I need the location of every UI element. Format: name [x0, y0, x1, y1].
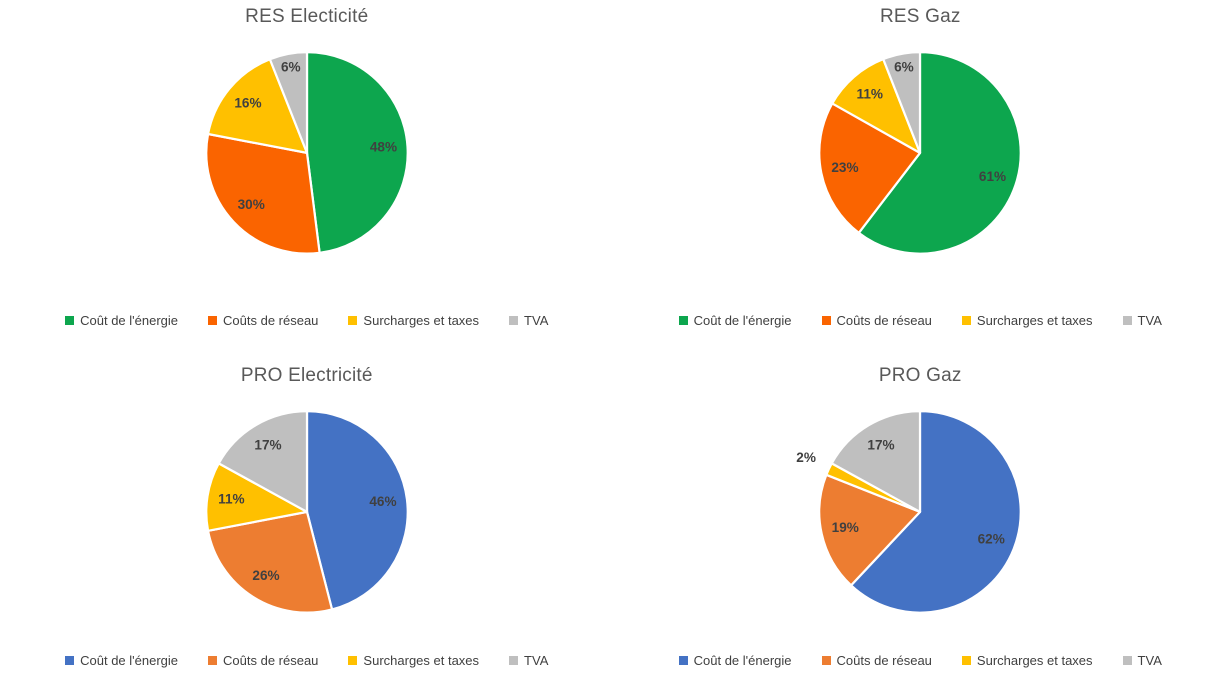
legend-label: Surcharges et taxes — [363, 653, 480, 668]
pie-slice-cout-de-l-energie — [857, 51, 1023, 255]
chart-res-electricite: RES Electicité 48% 30% 16% 6% Coût de l'éne… — [0, 0, 614, 341]
chart-legend: Coût de l'énergie Coûts de réseau Surcharg… — [65, 313, 548, 328]
data-label-couts-de-reseau: 23% — [832, 160, 859, 175]
data-label-cout-de-l-energie: 48% — [370, 140, 397, 155]
chart-title: RES Gaz — [879, 6, 961, 27]
data-label-tva: 6% — [281, 59, 301, 74]
legend-label: Surcharges et taxes — [363, 312, 480, 328]
chart-legend: Coût de l'énergie Coûts de réseau Surcharg… — [678, 653, 1162, 668]
pie-slice-cout-de-l-energie — [305, 409, 409, 611]
legend-swatch-cout-de-l-energie — [678, 315, 688, 325]
legend-swatch-surcharges-et-taxes — [348, 315, 358, 325]
legend-item-tva: TVA — [1122, 312, 1162, 328]
legend-swatch-surcharges-et-taxes — [961, 656, 971, 665]
data-label-couts-de-reseau: 30% — [237, 197, 264, 212]
chart-legend: Coût de l'énergie Coûts de réseau Surcharg… — [678, 312, 1162, 328]
legend-item-surcharges-et-taxes: Surcharges et taxes — [348, 653, 479, 668]
legend-swatch-tva — [1122, 656, 1132, 665]
pie-slice-surcharges-et-taxes — [831, 57, 922, 155]
legend-item-tva: TVA — [509, 653, 548, 668]
pie-slice-couts-de-reseau — [204, 132, 321, 255]
chart-pro-electricite: PRO Electricité 46% 26% 11% 17% Coût de l'é… — [0, 341, 614, 681]
legend-item-cout-de-l-energie: Coût de l'énergie — [65, 313, 178, 328]
legend-item-surcharges-et-taxes: Surcharges et taxes — [961, 312, 1093, 328]
legend-swatch-couts-de-reseau — [821, 315, 831, 325]
pie-chart: 46% 26% 11% 17% — [204, 409, 409, 614]
chart-title: PRO Electricité — [240, 364, 373, 386]
data-label-surcharges-et-taxes: 11% — [218, 491, 244, 506]
data-label-tva: 17% — [254, 437, 281, 452]
pie-slice-couts-de-reseau — [818, 102, 922, 235]
pie-slice-surcharges-et-taxes — [206, 58, 308, 155]
legend-swatch-couts-de-reseau — [208, 315, 218, 325]
legend-item-couts-de-reseau: Coûts de réseau — [821, 653, 932, 668]
legend-label: TVA — [524, 653, 549, 668]
legend-item-cout-de-l-energie: Coût de l'énergie — [678, 653, 792, 668]
legend-swatch-tva — [1122, 315, 1132, 325]
legend-swatch-surcharges-et-taxes — [348, 656, 358, 665]
legend-label: Coût de l'énergie — [80, 653, 179, 668]
legend-label: TVA — [524, 312, 549, 328]
data-label-couts-de-reseau: 26% — [252, 568, 279, 583]
legend-label: Coût de l'énergie — [80, 312, 179, 328]
data-label-surcharges-et-taxes: 2% — [797, 449, 817, 464]
pie-slice-tva — [830, 409, 922, 513]
legend-label: Coût de l'énergie — [693, 312, 792, 328]
legend-item-couts-de-reseau: Coûts de réseau — [208, 653, 318, 668]
pie-slice-surcharges-et-taxes — [204, 461, 308, 532]
pie-chart: 62% 19% 2% 17% — [797, 409, 1023, 614]
legend-label: TVA — [1137, 312, 1162, 328]
legend-item-cout-de-l-energie: Coût de l'énergie — [678, 312, 792, 328]
legend-item-cout-de-l-energie: Coût de l'énergie — [65, 653, 178, 668]
legend-item-surcharges-et-taxes: Surcharges et taxes — [348, 313, 479, 328]
pie-slice-tva — [268, 51, 308, 155]
data-label-cout-de-l-energie: 62% — [978, 531, 1005, 546]
legend-item-couts-de-reseau: Coûts de réseau — [208, 313, 318, 328]
chart-title: PRO Gaz — [878, 364, 962, 386]
legend-swatch-cout-de-l-energie — [65, 315, 75, 325]
legend-item-couts-de-reseau: Coûts de réseau — [821, 312, 932, 328]
chart-title: RES Electicité — [245, 6, 369, 27]
data-label-tva: 17% — [868, 437, 895, 452]
legend-label: Coûts de réseau — [836, 312, 932, 328]
legend-item-surcharges-et-taxes: Surcharges et taxes — [961, 653, 1093, 668]
legend-swatch-surcharges-et-taxes — [961, 315, 971, 325]
legend-swatch-tva — [509, 656, 519, 665]
data-label-tva: 6% — [894, 59, 914, 74]
data-label-couts-de-reseau: 19% — [832, 520, 859, 535]
pie-chart: 48% 30% 16% 6% — [204, 51, 409, 255]
chart-pro-gaz: PRO Gaz 62% 19% 2% 17% Coût de l'énergie Coû… — [614, 341, 1227, 681]
legend-swatch-tva — [509, 315, 519, 325]
legend-label: Coût de l'énergie — [693, 653, 792, 668]
pie-slice-cout-de-l-energie — [305, 51, 409, 254]
legend-label: TVA — [1137, 653, 1162, 668]
pie-slice-tva — [882, 51, 922, 155]
legend-item-tva: TVA — [509, 313, 548, 328]
pie-slice-cout-de-l-energie — [850, 409, 1023, 614]
legend-item-tva: TVA — [1122, 653, 1162, 668]
pie-slice-tva — [217, 409, 308, 513]
chart-res-gaz: RES Gaz 61% 23% 11% 6% Coût de l'énergie Coû… — [614, 0, 1227, 341]
legend-swatch-couts-de-reseau — [821, 656, 831, 665]
legend-swatch-cout-de-l-energie — [65, 656, 75, 665]
legend-label: Surcharges et taxes — [976, 312, 1093, 328]
legend-label: Coûts de réseau — [223, 312, 319, 328]
legend-label: Surcharges et taxes — [976, 653, 1093, 668]
legend-label: Coûts de réseau — [223, 653, 319, 668]
pie-chart: 61% 23% 11% 6% — [818, 51, 1023, 255]
data-label-surcharges-et-taxes: 11% — [857, 87, 883, 102]
data-label-cout-de-l-energie: 46% — [369, 493, 396, 508]
data-label-cout-de-l-energie: 61% — [979, 169, 1006, 184]
chart-legend: Coût de l'énergie Coûts de réseau Surcharg… — [65, 653, 548, 668]
pie-slice-couts-de-reseau — [206, 510, 333, 614]
legend-swatch-cout-de-l-energie — [678, 656, 688, 665]
legend-label: Coûts de réseau — [836, 653, 932, 668]
data-label-surcharges-et-taxes: 16% — [234, 96, 261, 111]
legend-swatch-couts-de-reseau — [208, 656, 218, 665]
